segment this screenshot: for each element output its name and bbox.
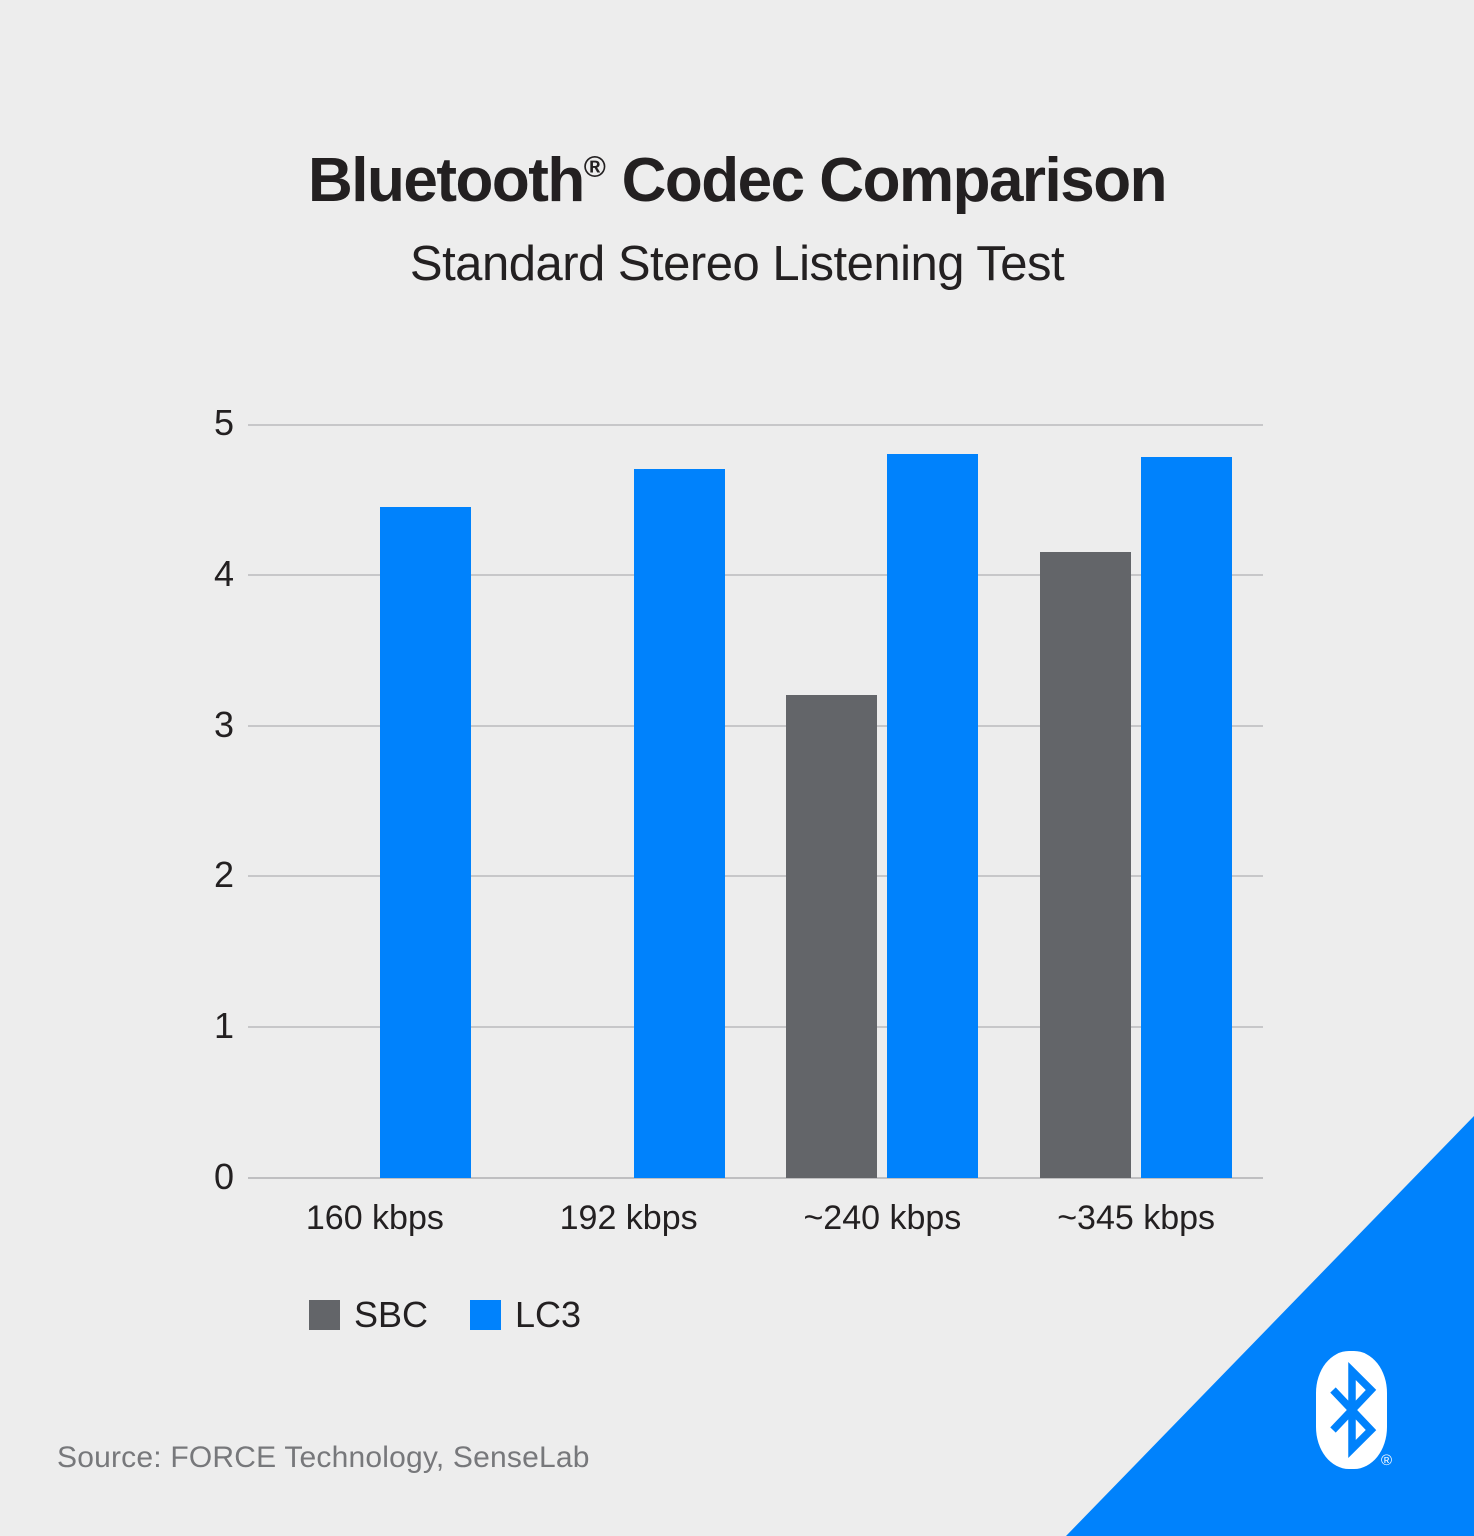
chart-legend: SBC LC3	[309, 1294, 623, 1336]
x-axis: 160 kbps 192 kbps ~240 kbps ~345 kbps	[248, 1199, 1263, 1239]
legend-item-lc3: LC3	[470, 1294, 581, 1336]
page-title: Bluetooth® Codec Comparison	[0, 148, 1474, 213]
bar-chart-plot-area: 0 1 2 3 4 5	[214, 402, 1263, 1197]
y-tick-label-4: 4	[213, 552, 234, 594]
logo-registered-mark: ®	[1381, 1452, 1393, 1469]
bar-lc3-345kbps	[1141, 457, 1233, 1178]
title-brand: Bluetooth	[307, 146, 585, 215]
y-tick-label-2: 2	[213, 854, 234, 896]
gridline-y-4	[248, 573, 1263, 576]
y-tick-label-3: 3	[213, 703, 234, 745]
corner-accent-triangle	[1066, 1116, 1474, 1536]
legend-swatch-lc3	[470, 1300, 502, 1330]
bar-lc3-240kbps	[887, 454, 979, 1178]
legend-swatch-sbc	[309, 1300, 340, 1330]
bluetooth-logo-icon	[1316, 1351, 1387, 1469]
bar-sbc-240kbps	[786, 695, 878, 1178]
gridline-y-3	[248, 724, 1263, 727]
gridline-y-0	[248, 1177, 1263, 1179]
x-tick-label: ~345 kbps	[1057, 1199, 1216, 1237]
legend-label-lc3: LC3	[515, 1294, 582, 1335]
registered-trademark-symbol: ®	[583, 151, 606, 184]
legend-label-sbc: SBC	[354, 1294, 429, 1335]
legend-item-sbc: SBC	[309, 1294, 428, 1336]
x-tick-label: 192 kbps	[559, 1199, 698, 1237]
y-tick-label-1: 1	[213, 1005, 234, 1047]
gridline-y-1	[248, 1026, 1263, 1029]
x-tick-label: 160 kbps	[305, 1199, 444, 1237]
bar-lc3-192kbps	[633, 469, 725, 1178]
gridline-y-5	[248, 424, 1263, 426]
y-tick-label-5: 5	[213, 402, 234, 444]
bar-sbc-345kbps	[1040, 552, 1132, 1178]
title-rest: Codec Comparison	[605, 146, 1168, 215]
x-tick-label: ~240 kbps	[803, 1199, 962, 1237]
gridline-y-2	[248, 875, 1263, 878]
page-subtitle: Standard Stereo Listening Test	[409, 237, 1065, 291]
bar-lc3-160kbps	[379, 506, 471, 1178]
y-tick-label-0: 0	[213, 1156, 234, 1198]
source-attribution: Source: FORCE Technology, SenseLab	[57, 1441, 590, 1474]
